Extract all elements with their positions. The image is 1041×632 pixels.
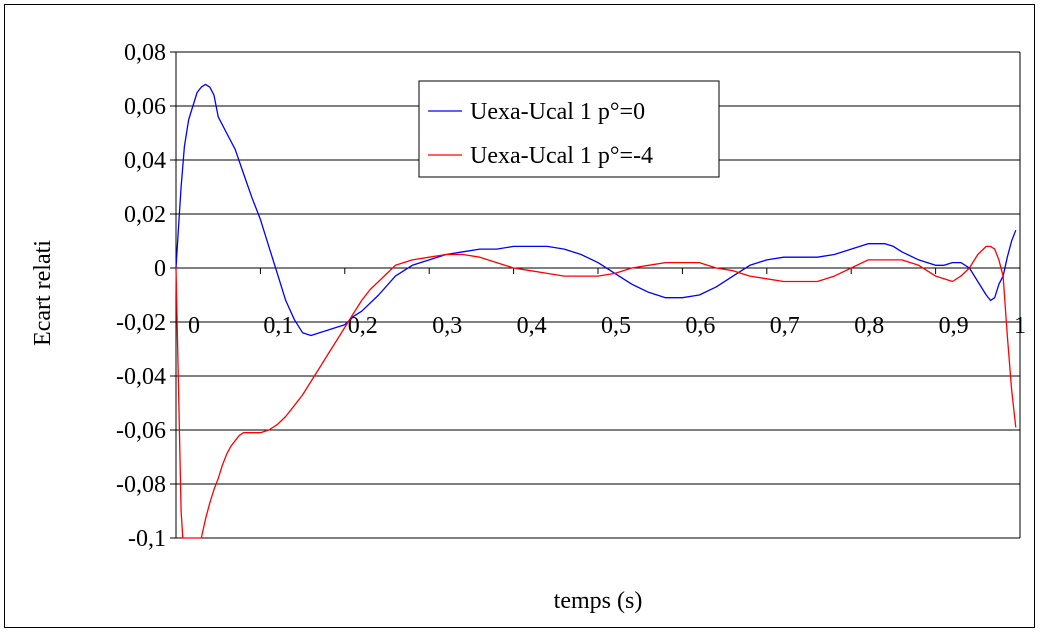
y-tick-label: 0,04 xyxy=(124,148,166,174)
x-tick-label: 0,8 xyxy=(854,313,884,339)
legend-box xyxy=(418,80,720,178)
x-tick-label: 0,1 xyxy=(263,313,293,339)
x-tick-label: 1 xyxy=(1014,313,1026,339)
y-tick-label: 0,02 xyxy=(124,202,166,228)
legend-label-series-1: Uexa-Ucal 1 p°=0 xyxy=(470,99,645,125)
x-axis-title: temps (s) xyxy=(554,588,643,614)
y-tick-label: -0,02 xyxy=(116,310,166,336)
y-tick-label: -0,04 xyxy=(116,364,166,390)
y-tick-label: 0,06 xyxy=(124,94,166,120)
x-tick-label: 0,5 xyxy=(601,313,631,339)
y-axis-title: Ecart relati xyxy=(30,240,56,346)
legend-label-series-2: Uexa-Ucal 1 p°=-4 xyxy=(470,143,653,169)
legend: Uexa-Ucal 1 p°=0 Uexa-Ucal 1 p°=-4 xyxy=(418,80,720,178)
x-tick-label: 0,6 xyxy=(685,313,715,339)
x-tick-label: 0,3 xyxy=(432,313,462,339)
series-line-2 xyxy=(175,245,1017,539)
y-tick-label: -0,1 xyxy=(128,526,166,552)
y-tick-label: 0,08 xyxy=(124,40,166,66)
y-tick-labels: 0,08 0,06 0,04 0,02 0 -0,02 -0,04 -0,06 -0,08 -0,… xyxy=(116,40,166,552)
x-tick-label: 0,9 xyxy=(939,313,969,339)
y-tick-label: -0,06 xyxy=(116,418,166,444)
x-tick-labels: 0 0,1 0,2 0,3 0,4 0,5 0,6 0,7 0,8 0,9 1 xyxy=(188,313,1026,339)
series-lines xyxy=(175,83,1017,539)
x-tick-label: 0,7 xyxy=(770,313,800,339)
y-tick-label: 0 xyxy=(154,256,166,282)
y-tick-label: -0,08 xyxy=(116,472,166,498)
series-line-1 xyxy=(175,83,1017,337)
x-tick-label: 0,4 xyxy=(517,313,547,339)
axes xyxy=(170,51,1021,539)
x-tick-label: 0 xyxy=(188,313,200,339)
